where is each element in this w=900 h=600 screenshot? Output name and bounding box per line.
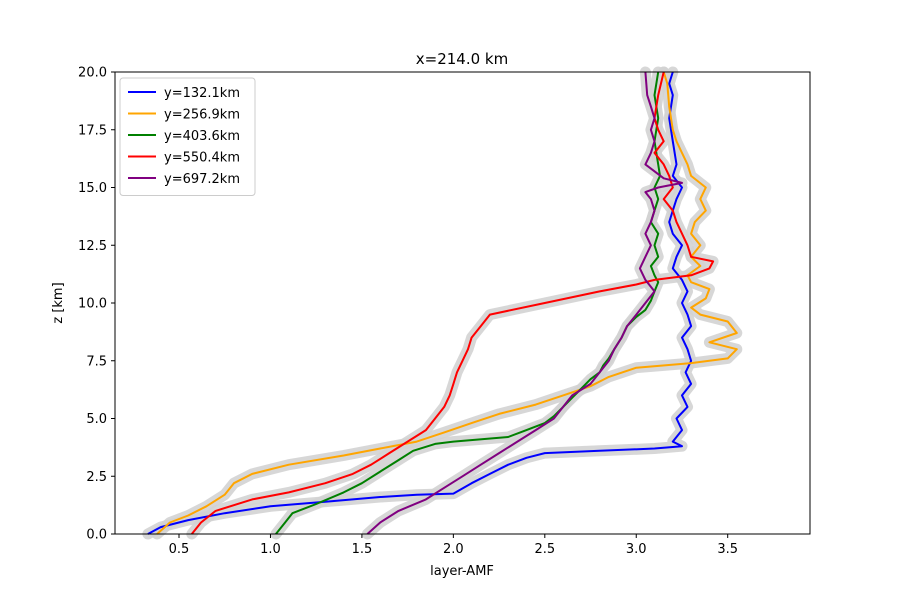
x-tick-label: 1.0: [260, 542, 281, 557]
legend-box: [119, 77, 256, 196]
x-tick-label: 0.5: [169, 542, 190, 557]
x-tick-label: 2.0: [443, 542, 464, 557]
series-line-4: [191, 71, 715, 535]
series-line-1: [147, 71, 693, 535]
legend-label: y=132.1km: [164, 86, 240, 101]
y-tick-label: 5.0: [86, 412, 107, 427]
y-tick-label: 20.0: [78, 66, 107, 81]
x-tick-label: 2.5: [534, 542, 555, 557]
legend: y=132.1km y=256.9km y=403.6km y=550.4km y=69…: [119, 77, 256, 196]
legend-label: y=256.9km: [164, 108, 240, 123]
y-axis: 0.0 2.5 5.0 7.5 10.0 12.5 15.0 17.5 20.0: [78, 66, 115, 543]
legend-label: y=697.2km: [164, 172, 240, 187]
legend-label: y=403.6km: [164, 129, 240, 144]
x-axis: 0.5 1.0 1.5 2.0 2.5 3.0 3.5: [169, 534, 738, 557]
chart-title: x=214.0 km: [416, 50, 508, 68]
y-tick-label: 10.0: [78, 297, 107, 312]
y-tick-label: 0.0: [86, 528, 107, 543]
series-line-5: [366, 71, 683, 535]
series-lines: [147, 71, 738, 535]
y-axis-label: z [km]: [51, 282, 66, 323]
y-tick-label: 17.5: [78, 123, 107, 138]
x-tick-label: 3.5: [717, 542, 738, 557]
x-tick-label: 1.5: [352, 542, 373, 557]
y-tick-label: 15.0: [78, 181, 107, 196]
x-axis-label: layer-AMF: [430, 564, 494, 579]
y-tick-label: 12.5: [78, 239, 107, 254]
y-tick-label: 2.5: [86, 470, 107, 485]
y-tick-label: 7.5: [86, 354, 107, 369]
x-tick-label: 3.0: [626, 542, 647, 557]
legend-label: y=550.4km: [164, 151, 240, 166]
series-line-2: [156, 71, 738, 535]
